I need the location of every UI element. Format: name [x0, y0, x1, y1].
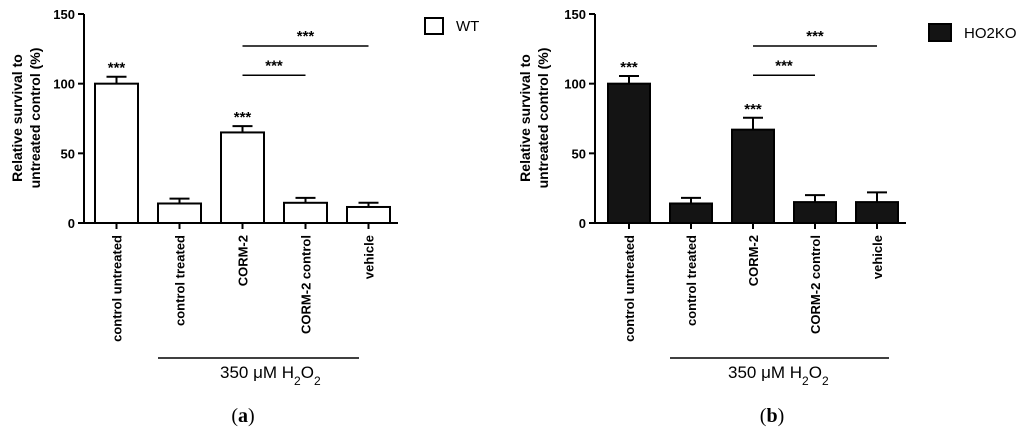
- y-axis-title-line2: untreated control (%): [27, 48, 43, 189]
- y-tick-label: 100: [564, 77, 586, 92]
- panel-label-letter: b: [766, 405, 777, 427]
- significance-stars: ***: [234, 109, 252, 126]
- x-tick-label: CORM-2: [746, 235, 761, 286]
- bar: [94, 82, 139, 224]
- y-tick-label: 100: [53, 77, 75, 92]
- treatment-label: 350 μM H2O2: [220, 363, 321, 388]
- y-tick-label: 50: [61, 146, 75, 161]
- bar: [855, 201, 899, 225]
- bar: [157, 202, 202, 224]
- panel-label-close: ): [248, 405, 255, 427]
- significance-stars: ***: [620, 59, 638, 76]
- y-tick-label: 0: [68, 216, 75, 231]
- y-tick-label: 50: [572, 146, 586, 161]
- x-tick-label: CORM-2 control: [808, 235, 823, 334]
- bar: [793, 201, 837, 225]
- bar: [731, 128, 775, 224]
- panel-label-open: (: [760, 405, 767, 427]
- treatment-prefix: 350 μM H: [220, 363, 294, 382]
- y-axis-title: Relative survival to untreated control (%…: [517, 48, 551, 189]
- comparison-stars: ***: [806, 28, 824, 45]
- significance-stars: ***: [744, 101, 762, 118]
- chart-panel-b: 0 50 100 150 Relative survival to untreated c…: [517, 7, 1017, 427]
- comparison-stars: ***: [297, 28, 315, 45]
- panel-label-letter: a: [238, 405, 248, 427]
- x-tick-label: control treated: [684, 235, 699, 326]
- x-tick-label: vehicle: [870, 235, 885, 279]
- legend-swatch: [928, 23, 952, 42]
- bar: [346, 205, 391, 225]
- treatment-prefix: 350 μM H: [728, 363, 802, 382]
- comparison-stars: ***: [775, 57, 793, 74]
- bar: [607, 82, 651, 224]
- legend-label: WT: [456, 18, 479, 35]
- y-tick-label: 150: [53, 7, 75, 22]
- legend-label: HO2KO: [964, 25, 1017, 42]
- treatment-sub: 2: [802, 374, 809, 388]
- treatment-sub: 2: [314, 374, 321, 388]
- x-tick-label: CORM-2 control: [299, 235, 314, 334]
- treatment-mid: O: [809, 363, 822, 382]
- bar: [669, 202, 713, 224]
- x-tick-label: control untreated: [622, 235, 637, 342]
- y-axis-title-line2: untreated control (%): [535, 48, 551, 189]
- panel-label: (a): [231, 405, 254, 427]
- treatment-mid: O: [301, 363, 314, 382]
- treatment-label: 350 μM H2O2: [728, 363, 829, 388]
- panel-label-close: ): [778, 405, 785, 427]
- y-tick-label: 0: [579, 216, 586, 231]
- x-tick-label: CORM-2: [236, 235, 251, 286]
- x-tick-label: vehicle: [362, 235, 377, 279]
- x-tick-label: control untreated: [110, 235, 125, 342]
- y-tick-label: 150: [564, 7, 586, 22]
- legend-swatch: [424, 17, 444, 35]
- comparison-stars: ***: [265, 57, 283, 74]
- treatment-sub: 2: [294, 374, 301, 388]
- bar: [220, 131, 265, 224]
- y-axis-title-line1: Relative survival to: [517, 54, 533, 182]
- panel-label-open: (: [231, 405, 238, 427]
- bar: [283, 201, 328, 224]
- chart-panel-a: 0 50 100 150 Relative survival to untreated c…: [9, 7, 479, 427]
- y-axis-title: Relative survival to untreated control (%…: [9, 48, 43, 189]
- y-axis-title-line1: Relative survival to: [9, 54, 25, 182]
- significance-stars: ***: [108, 60, 126, 77]
- treatment-sub: 2: [822, 374, 829, 388]
- x-tick-label: control treated: [173, 235, 188, 326]
- panel-label: (b): [760, 405, 784, 427]
